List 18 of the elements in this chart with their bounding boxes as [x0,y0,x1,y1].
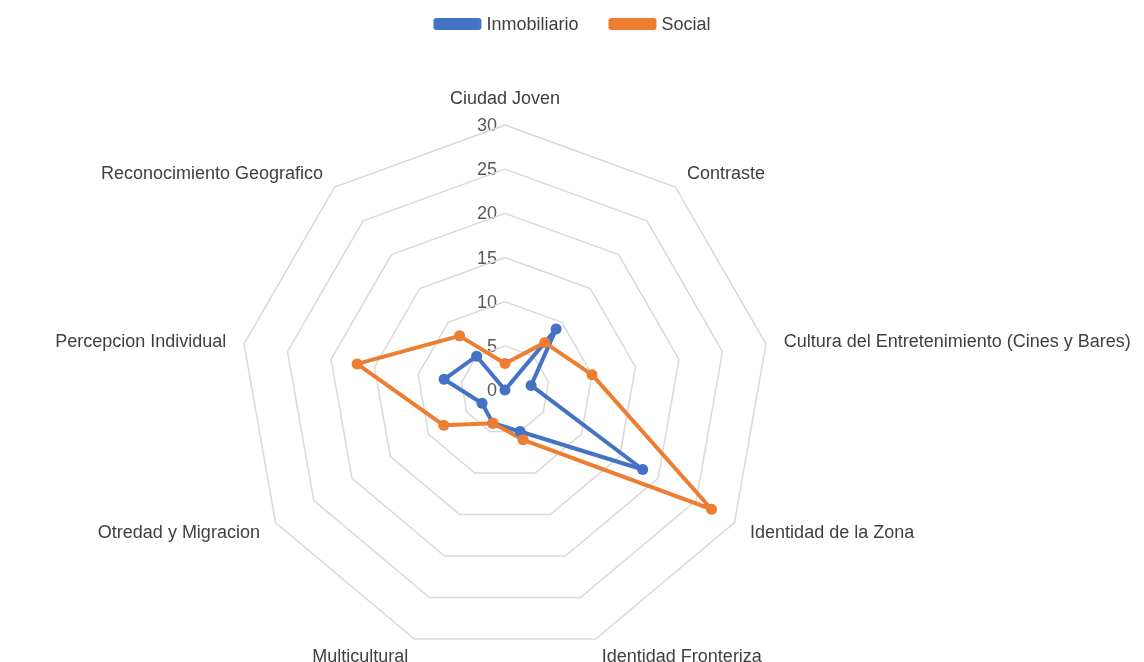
spoke-label: Identidad de la Zona [750,521,916,542]
y-tick-label: 30 [476,115,497,135]
y-tick-label: 10 [476,291,497,312]
y-tick-label: 5 [486,335,497,356]
legend-label: Inmobiliario [486,14,579,34]
spoke-label: Cultura del Entretenimiento (Cines y Bares) [783,330,1131,351]
spoke-label: Multicultural [312,645,409,662]
spoke-label: Identidad Fronteriza [601,645,763,662]
y-tick-label: 0 [486,380,497,400]
spoke-label: Ciudad Joven [449,88,561,108]
y-tick-label: 15 [476,247,497,268]
spoke-label: Reconocimiento Geografico [100,163,324,184]
legend-label: Social [661,14,711,34]
y-tick-label: 25 [476,159,497,180]
y-tick-label: 20 [476,203,497,224]
spoke-label: Contraste [686,163,765,184]
spoke-label: Percepcion Individual [55,330,227,351]
spoke-label: Otredad y Migracion [97,521,260,542]
